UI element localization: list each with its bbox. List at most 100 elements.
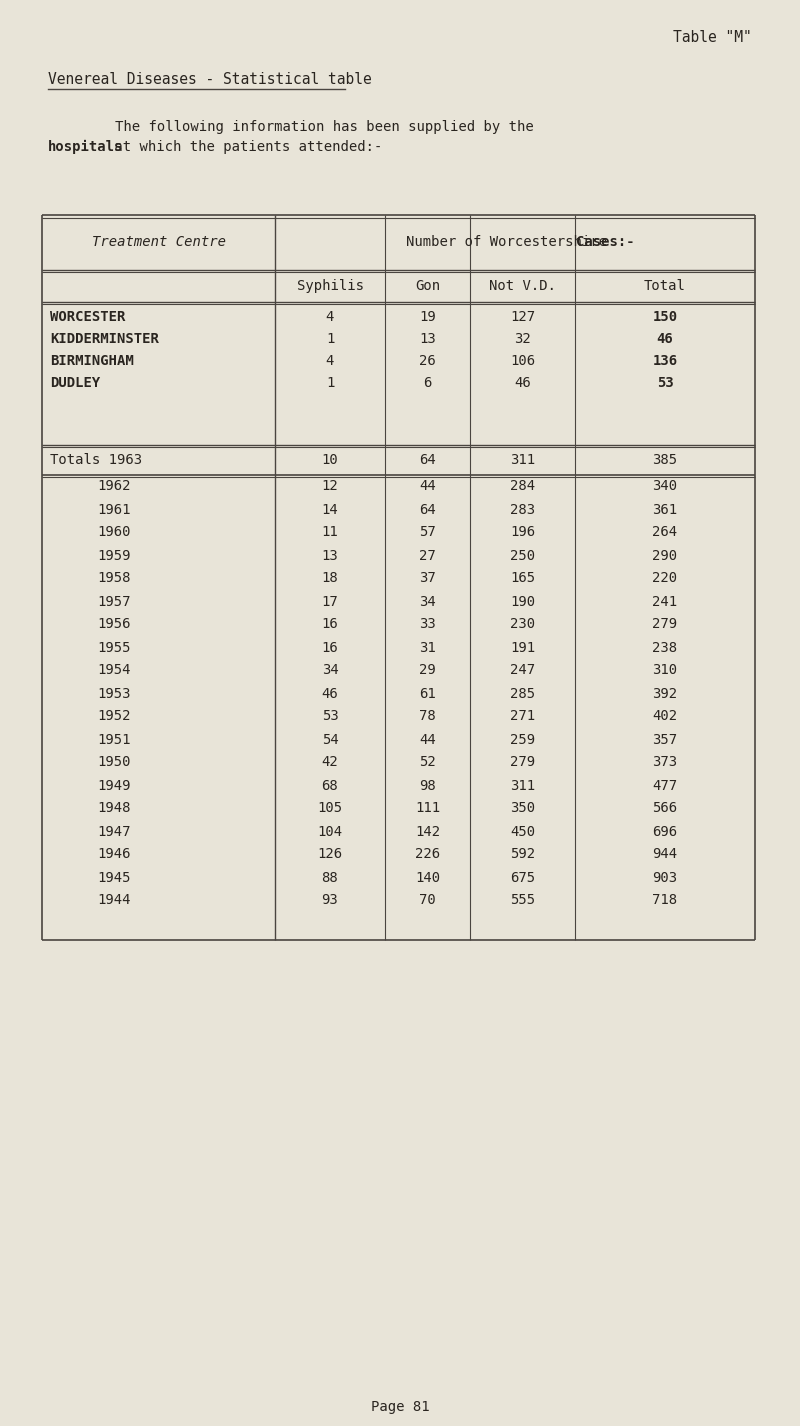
Text: 385: 385 <box>653 453 678 466</box>
Text: 361: 361 <box>653 502 678 516</box>
Text: 32: 32 <box>514 332 531 347</box>
Text: 566: 566 <box>653 801 678 816</box>
Text: 1958: 1958 <box>97 572 130 586</box>
Text: 477: 477 <box>653 779 678 793</box>
Text: 903: 903 <box>653 870 678 884</box>
Text: 1953: 1953 <box>97 686 130 700</box>
Text: 16: 16 <box>322 617 338 632</box>
Text: Page 81: Page 81 <box>370 1400 430 1415</box>
Text: 37: 37 <box>419 572 436 586</box>
Text: 1952: 1952 <box>97 710 130 723</box>
Text: 450: 450 <box>510 824 535 838</box>
Text: DUDLEY: DUDLEY <box>50 376 100 389</box>
Text: 106: 106 <box>510 354 535 368</box>
Text: 4: 4 <box>326 309 334 324</box>
Text: 44: 44 <box>419 479 436 493</box>
Text: 250: 250 <box>510 549 535 562</box>
Text: 311: 311 <box>510 453 535 466</box>
Text: 696: 696 <box>653 824 678 838</box>
Text: 311: 311 <box>510 779 535 793</box>
Text: 18: 18 <box>322 572 338 586</box>
Text: 1960: 1960 <box>97 526 130 539</box>
Text: 279: 279 <box>653 617 678 632</box>
Text: 241: 241 <box>653 595 678 609</box>
Text: 33: 33 <box>419 617 436 632</box>
Text: 1950: 1950 <box>97 756 130 770</box>
Text: 52: 52 <box>419 756 436 770</box>
Text: 10: 10 <box>322 453 338 466</box>
Text: 136: 136 <box>653 354 678 368</box>
Text: 1945: 1945 <box>97 870 130 884</box>
Text: 592: 592 <box>510 847 535 861</box>
Text: 350: 350 <box>510 801 535 816</box>
Text: 555: 555 <box>510 894 535 907</box>
Text: 26: 26 <box>419 354 436 368</box>
Text: 14: 14 <box>322 502 338 516</box>
Text: at which the patients attended:-: at which the patients attended:- <box>106 140 382 154</box>
Text: 944: 944 <box>653 847 678 861</box>
Text: 373: 373 <box>653 756 678 770</box>
Text: 284: 284 <box>510 479 535 493</box>
Text: 70: 70 <box>419 894 436 907</box>
Text: 61: 61 <box>419 686 436 700</box>
Text: 196: 196 <box>510 526 535 539</box>
Text: 220: 220 <box>653 572 678 586</box>
Text: 247: 247 <box>510 663 535 677</box>
Text: 1957: 1957 <box>97 595 130 609</box>
Text: 126: 126 <box>318 847 342 861</box>
Text: 1961: 1961 <box>97 502 130 516</box>
Text: 1959: 1959 <box>97 549 130 562</box>
Text: 1944: 1944 <box>97 894 130 907</box>
Text: Totals 1963: Totals 1963 <box>50 453 142 466</box>
Text: 1: 1 <box>326 332 334 347</box>
Text: 27: 27 <box>419 549 436 562</box>
Text: 271: 271 <box>510 710 535 723</box>
Text: 44: 44 <box>419 733 436 746</box>
Text: 29: 29 <box>419 663 436 677</box>
Text: 340: 340 <box>653 479 678 493</box>
Text: 54: 54 <box>322 733 338 746</box>
Text: 34: 34 <box>322 663 338 677</box>
Text: 46: 46 <box>657 332 674 347</box>
Text: 285: 285 <box>510 686 535 700</box>
Text: 105: 105 <box>318 801 342 816</box>
Text: 53: 53 <box>322 710 338 723</box>
Text: 165: 165 <box>510 572 535 586</box>
Text: 12: 12 <box>322 479 338 493</box>
Text: 190: 190 <box>510 595 535 609</box>
Text: Total: Total <box>644 279 686 292</box>
Text: 675: 675 <box>510 870 535 884</box>
Text: 142: 142 <box>415 824 440 838</box>
Text: KIDDERMINSTER: KIDDERMINSTER <box>50 332 159 347</box>
Text: The following information has been supplied by the: The following information has been suppl… <box>48 120 534 134</box>
Text: 1949: 1949 <box>97 779 130 793</box>
Text: hospitals: hospitals <box>48 140 123 154</box>
Text: 68: 68 <box>322 779 338 793</box>
Text: 57: 57 <box>419 526 436 539</box>
Text: 6: 6 <box>423 376 432 389</box>
Text: 238: 238 <box>653 640 678 655</box>
Text: 13: 13 <box>322 549 338 562</box>
Text: 392: 392 <box>653 686 678 700</box>
Text: BIRMINGHAM: BIRMINGHAM <box>50 354 134 368</box>
Text: 357: 357 <box>653 733 678 746</box>
Text: Table "M": Table "M" <box>674 30 752 46</box>
Text: 1951: 1951 <box>97 733 130 746</box>
Text: 290: 290 <box>653 549 678 562</box>
Text: Number of Worcestershire: Number of Worcestershire <box>406 235 615 250</box>
Text: 17: 17 <box>322 595 338 609</box>
Text: 16: 16 <box>322 640 338 655</box>
Text: 13: 13 <box>419 332 436 347</box>
Text: 140: 140 <box>415 870 440 884</box>
Text: 64: 64 <box>419 453 436 466</box>
Text: Treatment Centre: Treatment Centre <box>91 235 226 250</box>
Text: Syphilis: Syphilis <box>297 279 363 292</box>
Text: 718: 718 <box>653 894 678 907</box>
Text: WORCESTER: WORCESTER <box>50 309 126 324</box>
Text: 259: 259 <box>510 733 535 746</box>
Text: 1956: 1956 <box>97 617 130 632</box>
Text: 310: 310 <box>653 663 678 677</box>
Text: 111: 111 <box>415 801 440 816</box>
Text: 34: 34 <box>419 595 436 609</box>
Text: 264: 264 <box>653 526 678 539</box>
